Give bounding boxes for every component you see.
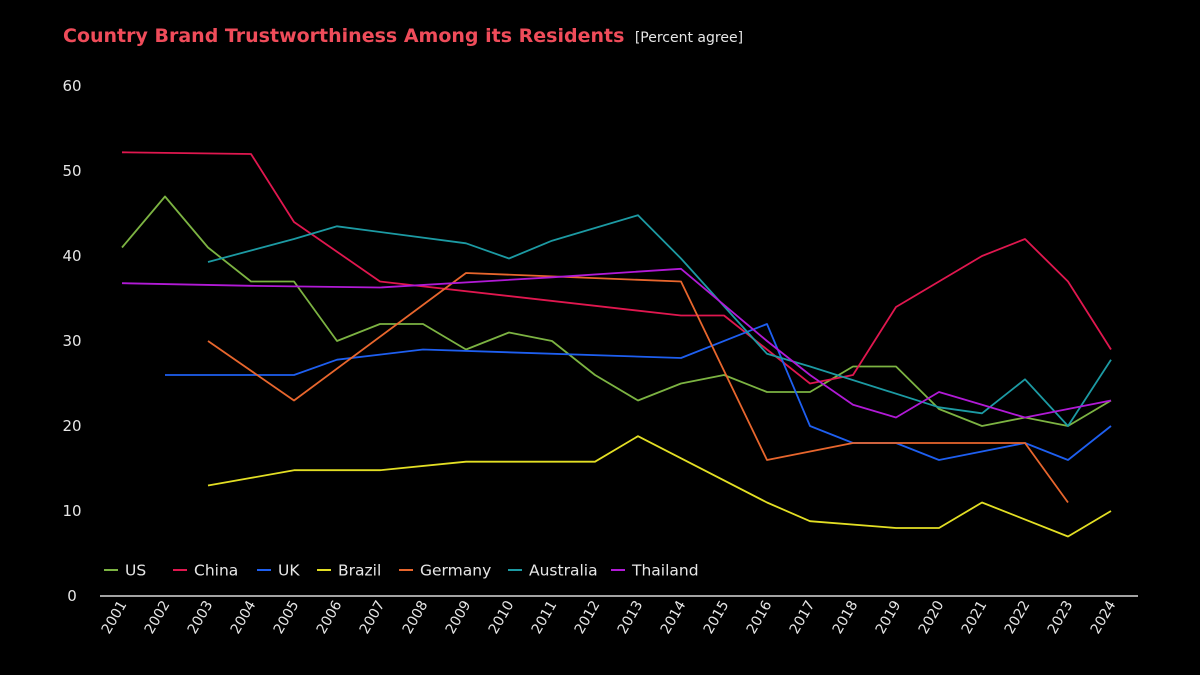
x-tick-label: 2018 [830,598,862,637]
legend-label-australia: Australia [529,562,598,580]
legend-label-china: China [194,562,238,580]
series-line-china [121,151,1112,385]
x-tick-label: 2004 [228,598,260,637]
x-tick-label: 2001 [99,598,131,637]
y-tick-label: 50 [62,162,81,180]
x-tick-label: 2019 [873,598,905,637]
x-tick-label: 2010 [486,598,518,637]
legend-label-brazil: Brazil [338,562,381,580]
x-tick-label: 2013 [615,598,647,637]
x-tick-label: 2006 [314,598,346,637]
x-tick-label: 2022 [1002,598,1034,637]
x-tick-label: 2002 [142,598,174,637]
x-tick-label: 2008 [400,598,432,637]
x-tick-label: 2007 [357,598,389,637]
series-lines [121,151,1112,538]
title-row: Country Brand Trustworthiness Among its … [63,25,743,47]
x-tick-label: 2011 [529,598,561,637]
legend-label-germany: Germany [420,562,491,580]
x-tick-label: 2012 [572,598,604,637]
y-axis-tick-labels: 0 10 20 30 40 50 60 [62,77,81,605]
chart-subtitle: [Percent agree] [634,30,744,46]
y-tick-label: 30 [62,332,81,350]
legend-label-us: US [125,562,146,580]
y-tick-label: 20 [62,417,81,435]
legend-label-uk: UK [278,562,300,580]
legend: US China UK Brazil Germany Australia Thailand [104,562,699,580]
x-tick-label: 2023 [1045,598,1077,637]
x-tick-label: 2016 [744,598,776,637]
x-axis-tick-labels: 2001 2002 2003 2004 2005 2006 2007 2008 2009 2010… [99,598,1120,637]
y-tick-label: 60 [62,77,81,95]
y-tick-label: 40 [62,247,81,265]
series-line-us [121,195,1112,427]
x-tick-label: 2017 [787,598,819,637]
series-line-brazil [207,435,1112,538]
x-tick-label: 2024 [1088,598,1120,637]
series-line-australia [207,214,1112,427]
series-line-germany [207,272,1069,504]
series-line-thailand [121,267,1112,419]
legend-label-thailand: Thailand [631,562,699,580]
series-line-uk [165,323,1112,461]
x-tick-label: 2021 [959,598,991,637]
x-tick-label: 2005 [271,598,303,637]
chart-title: Country Brand Trustworthiness Among its … [63,25,625,47]
x-tick-label: 2014 [658,598,690,637]
x-tick-label: 2003 [185,598,217,637]
x-tick-label: 2015 [701,598,733,637]
x-tick-label: 2009 [443,598,475,637]
x-tick-label: 2020 [916,598,948,637]
y-tick-label: 10 [62,502,81,520]
y-tick-label: 0 [67,587,77,605]
